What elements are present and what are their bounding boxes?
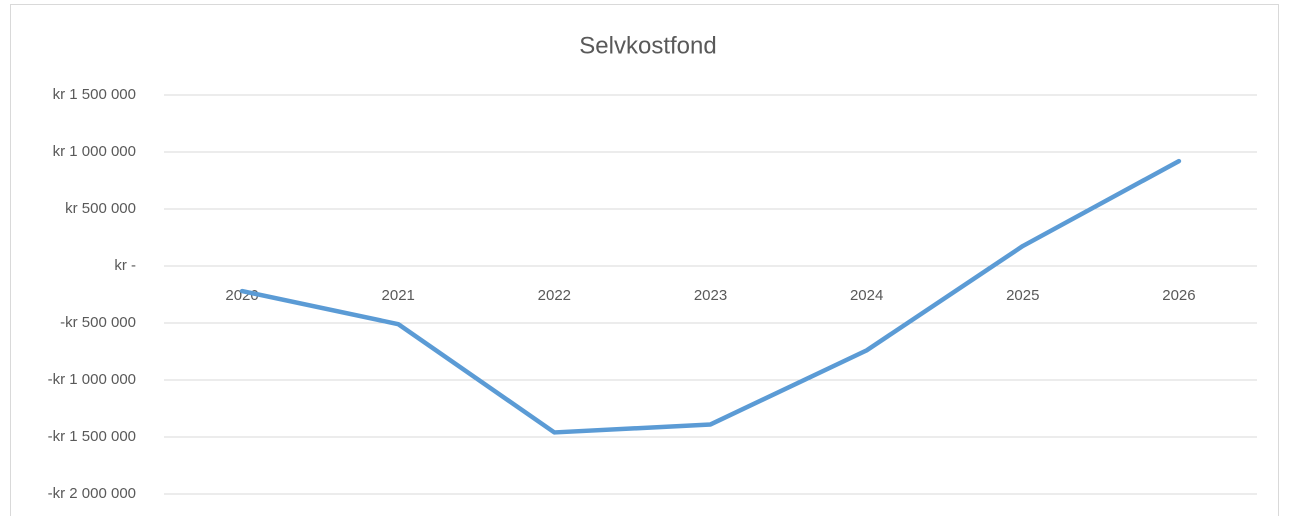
- y-tick-label: -kr 1 000 000: [48, 371, 136, 388]
- y-tick-label: -kr 2 000 000: [48, 485, 136, 502]
- chart-title: Selvkostfond: [579, 32, 716, 59]
- chart-border: [10, 4, 1279, 516]
- y-tick-label: kr -: [114, 257, 136, 274]
- y-tick-label: kr 500 000: [65, 200, 136, 217]
- x-tick-label: 2025: [1006, 287, 1039, 304]
- x-tick-label: 2021: [382, 287, 415, 304]
- x-tick-label: 2022: [538, 287, 571, 304]
- y-tick-label: -kr 500 000: [60, 314, 136, 331]
- x-tick-label: 2023: [694, 287, 727, 304]
- y-tick-label: kr 1 000 000: [53, 143, 136, 160]
- x-tick-label: 2026: [1162, 287, 1195, 304]
- x-tick-label: 2024: [850, 287, 883, 304]
- y-tick-label: kr 1 500 000: [53, 86, 136, 103]
- y-tick-label: -kr 1 500 000: [48, 428, 136, 445]
- data-line: [239, 158, 1182, 435]
